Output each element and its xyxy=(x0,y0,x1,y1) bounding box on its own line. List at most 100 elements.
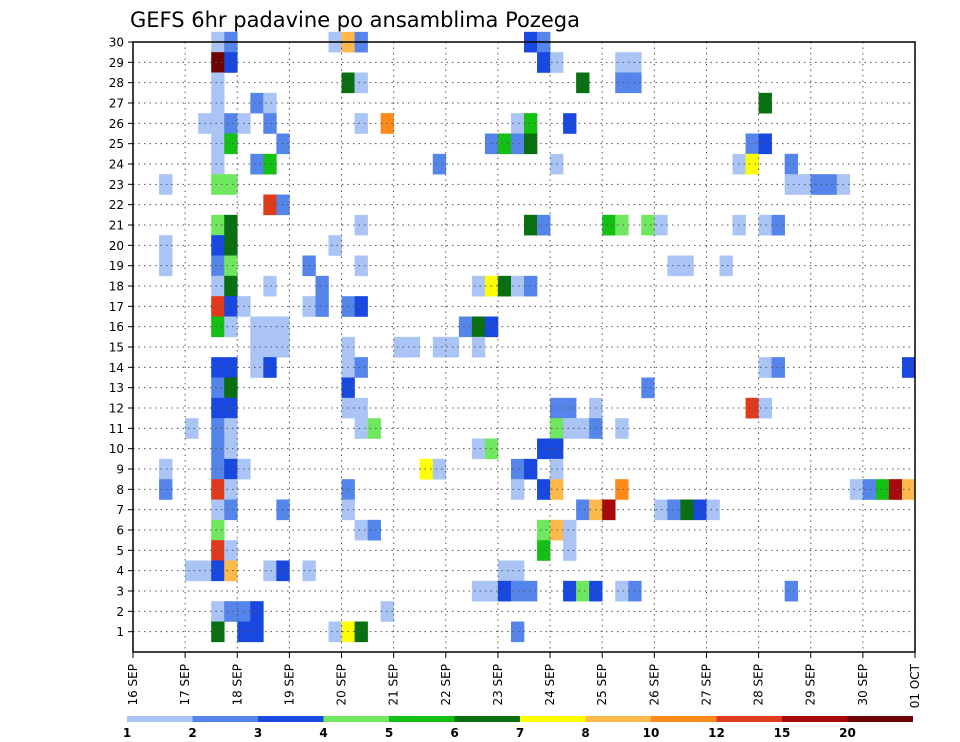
data-cell xyxy=(563,397,577,419)
x-axis-ticks: 16 SEP 17 SEP 18 SEP 19 SEP 20 SEP 21 SEP 22 S… xyxy=(126,652,922,708)
data-cell xyxy=(875,479,890,500)
data-cell xyxy=(745,133,759,155)
data-cell xyxy=(354,255,368,277)
y-tick-label: 9 xyxy=(116,463,124,477)
y-tick-label: 5 xyxy=(116,544,124,558)
colorbar-label: 15 xyxy=(774,726,791,740)
data-cell xyxy=(354,214,368,236)
data-cell xyxy=(263,316,277,338)
data-cell xyxy=(497,580,512,602)
data-cell xyxy=(537,214,551,236)
data-cell xyxy=(211,479,225,500)
colorbar-swatch xyxy=(258,716,324,722)
colorbar-swatch xyxy=(585,716,651,722)
data-cell xyxy=(224,174,238,195)
colorbar-swatch xyxy=(847,716,913,722)
y-tick-label: 17 xyxy=(109,300,124,314)
data-cell xyxy=(758,357,772,378)
colorbar: 1 2 3 4 5 6 7 8 10 12 15 20 xyxy=(123,716,913,740)
data-cell xyxy=(510,580,525,602)
data-cell xyxy=(159,479,173,500)
data-cell xyxy=(263,92,277,114)
y-tick-label: 6 xyxy=(116,524,124,538)
data-cell xyxy=(432,458,447,480)
data-cell xyxy=(537,438,551,460)
data-cell xyxy=(250,357,264,378)
colorbar-swatch xyxy=(127,716,193,722)
colorbar-label: 6 xyxy=(450,726,458,740)
data-cell xyxy=(211,397,225,419)
data-cell xyxy=(211,214,225,236)
y-tick-label: 29 xyxy=(109,56,124,70)
data-cell xyxy=(563,418,577,439)
data-cell xyxy=(432,153,447,175)
data-cell xyxy=(510,113,525,134)
data-cell xyxy=(784,174,798,195)
x-tick-label: 17 SEP xyxy=(178,664,192,706)
x-tick-label: 22 SEP xyxy=(439,664,453,706)
y-tick-label: 3 xyxy=(116,585,124,599)
data-cell xyxy=(615,72,629,94)
data-cell xyxy=(354,72,368,94)
x-tick-label: 01 OCT xyxy=(908,663,922,708)
data-cell xyxy=(654,499,668,521)
colorbar-label: 3 xyxy=(254,726,262,740)
data-cell xyxy=(211,316,225,338)
y-tick-label: 24 xyxy=(109,158,124,172)
colorbar-swatch xyxy=(651,716,717,722)
colorbar-label: 10 xyxy=(643,726,660,740)
data-cell xyxy=(641,377,655,399)
data-cell xyxy=(211,72,225,94)
data-cell xyxy=(524,580,538,602)
data-cell xyxy=(211,235,225,256)
y-tick-label: 27 xyxy=(109,97,124,111)
data-cell xyxy=(758,133,772,155)
data-cell xyxy=(471,438,486,460)
data-cell xyxy=(537,519,551,541)
data-cell xyxy=(354,621,368,643)
data-cell xyxy=(367,519,381,541)
data-cell xyxy=(276,316,290,338)
data-cell xyxy=(771,357,785,378)
x-tick-label: 24 SEP xyxy=(543,664,557,706)
y-tick-label: 28 xyxy=(109,76,124,90)
data-cell xyxy=(263,275,277,297)
x-tick-label: 28 SEP xyxy=(752,664,766,706)
data-cell xyxy=(224,540,238,561)
data-cell xyxy=(224,397,238,419)
data-cell xyxy=(432,336,447,358)
data-cell xyxy=(224,377,238,399)
data-cell xyxy=(315,275,329,297)
data-cell xyxy=(159,458,173,480)
data-cell xyxy=(328,621,342,643)
x-tick-label: 27 SEP xyxy=(699,664,713,706)
data-cell xyxy=(524,275,538,297)
chart-title: GEFS 6hr padavine po ansamblima Pozega xyxy=(130,8,580,32)
data-cell xyxy=(276,336,290,358)
data-cell xyxy=(354,113,368,134)
y-tick-label: 4 xyxy=(116,564,124,578)
data-cell xyxy=(211,92,225,114)
data-cell xyxy=(263,194,277,216)
data-cell xyxy=(576,418,590,439)
data-cell xyxy=(224,316,238,338)
colorbar-swatch xyxy=(192,716,258,722)
data-cell xyxy=(680,499,694,521)
data-cell xyxy=(211,153,225,175)
data-cell xyxy=(211,357,225,378)
data-cell xyxy=(185,418,199,439)
y-tick-label: 16 xyxy=(109,320,124,334)
data-cell xyxy=(393,336,407,358)
y-tick-label: 2 xyxy=(116,605,124,619)
data-cell xyxy=(706,499,720,521)
data-cell xyxy=(354,296,368,317)
data-cell xyxy=(510,133,525,155)
data-cell xyxy=(224,133,238,155)
x-tick-label: 29 SEP xyxy=(804,664,818,706)
data-cell xyxy=(510,560,525,582)
data-cell xyxy=(224,479,238,500)
y-tick-label: 7 xyxy=(116,503,124,517)
x-tick-label: 26 SEP xyxy=(647,664,661,706)
data-cell xyxy=(354,357,368,378)
